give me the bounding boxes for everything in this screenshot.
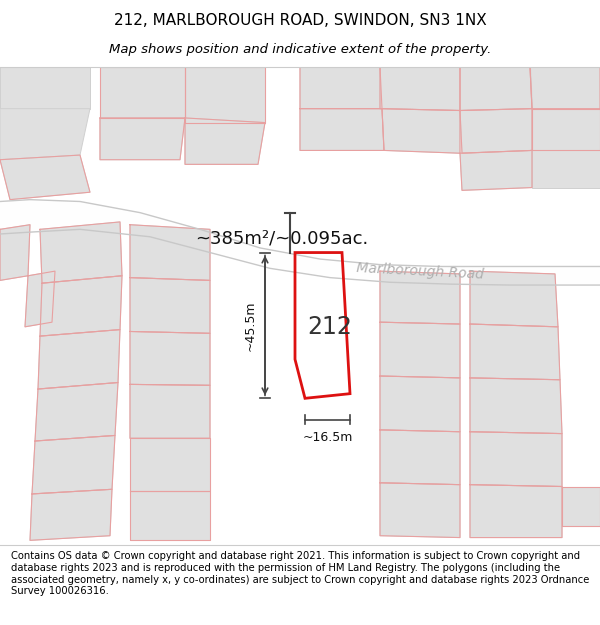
Polygon shape [380,322,460,378]
Polygon shape [470,378,562,434]
Polygon shape [0,109,90,160]
Text: Marlborough Road: Marlborough Road [356,261,484,281]
Polygon shape [185,67,265,122]
Polygon shape [130,225,210,281]
Polygon shape [562,486,600,526]
Text: Map shows position and indicative extent of the property.: Map shows position and indicative extent… [109,44,491,56]
Polygon shape [470,432,562,486]
Polygon shape [100,67,185,118]
Text: 212: 212 [308,315,352,339]
Polygon shape [30,489,112,541]
Polygon shape [0,155,90,199]
Polygon shape [130,331,210,386]
Polygon shape [130,438,210,491]
Polygon shape [300,109,384,151]
Text: ~385m²/~0.095ac.: ~385m²/~0.095ac. [195,229,368,248]
Polygon shape [460,67,532,111]
Polygon shape [35,382,118,441]
Polygon shape [300,67,382,109]
Polygon shape [532,151,600,188]
Polygon shape [40,222,122,283]
Text: Contains OS data © Crown copyright and database right 2021. This information is : Contains OS data © Crown copyright and d… [11,551,589,596]
Polygon shape [0,225,30,281]
Polygon shape [460,151,532,191]
Polygon shape [380,271,460,324]
Polygon shape [380,430,460,484]
Polygon shape [130,491,210,541]
Text: ~45.5m: ~45.5m [244,300,257,351]
Polygon shape [460,109,532,153]
Polygon shape [380,376,460,432]
Text: 212, MARLBOROUGH ROAD, SWINDON, SN3 1NX: 212, MARLBOROUGH ROAD, SWINDON, SN3 1NX [113,13,487,28]
Polygon shape [380,482,460,538]
Polygon shape [130,384,210,438]
Polygon shape [532,109,600,151]
Polygon shape [470,324,560,380]
Polygon shape [100,118,185,160]
Polygon shape [382,109,460,153]
Polygon shape [32,436,115,494]
Text: ~16.5m: ~16.5m [302,431,353,444]
Polygon shape [130,278,210,333]
Polygon shape [38,329,120,389]
Polygon shape [40,276,122,336]
Polygon shape [0,67,90,109]
Polygon shape [185,118,265,164]
Polygon shape [470,484,562,538]
Polygon shape [380,67,460,111]
Polygon shape [470,271,558,327]
Polygon shape [0,199,600,285]
Polygon shape [25,271,55,327]
Polygon shape [530,67,600,109]
